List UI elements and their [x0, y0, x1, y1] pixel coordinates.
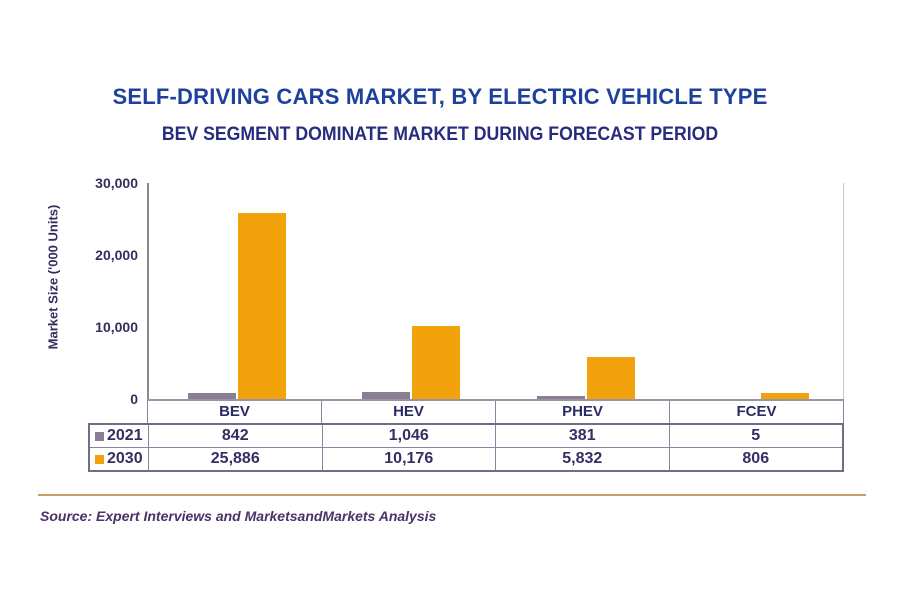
- value-cell: 381: [496, 425, 670, 447]
- legend-cell-2030: 2030: [90, 448, 149, 470]
- legend-cell-2021: 2021: [90, 425, 149, 447]
- value-cell: 1,046: [323, 425, 496, 447]
- bar-group-hev: [362, 183, 460, 399]
- value-cell: 5,832: [496, 448, 670, 470]
- category-axis-row: BEV HEV PHEV FCEV: [147, 399, 844, 423]
- category-header-hev: HEV: [322, 401, 496, 423]
- legend-year-2030: 2030: [107, 450, 143, 467]
- bar-2030-bev: [238, 212, 286, 399]
- legend-swatch-2021: [95, 431, 104, 441]
- value-cell: 5: [751, 427, 761, 444]
- y-axis-tick: 20,000: [95, 247, 138, 263]
- bar-2030-phev: [587, 357, 635, 399]
- value-cell: 806: [742, 450, 770, 467]
- page-subtitle: BEV SEGMENT DOMINATE MARKET DURING FOREC…: [161, 124, 719, 145]
- bar-2030-hev: [412, 325, 460, 399]
- plot-area: [147, 183, 844, 399]
- source-note: Source: Expert Interviews and Marketsand…: [40, 508, 437, 524]
- legend-swatch-2030: [95, 454, 104, 464]
- value-cell: 10,176: [323, 448, 496, 470]
- category-header-phev: PHEV: [496, 401, 670, 423]
- y-axis-tick: 30,000: [95, 175, 138, 191]
- category-header-fcev: FCEV: [670, 401, 844, 423]
- value-cell: 25,886: [149, 448, 323, 470]
- table-row-2021: 2021 842 1,046 381 5: [90, 425, 842, 448]
- y-axis-tick: 10,000: [95, 319, 138, 335]
- page-title: SELF-DRIVING CARS MARKET, BY ELECTRIC VE…: [112, 84, 768, 109]
- bar-group-fcev: [711, 183, 809, 399]
- bar-2021-phev: [537, 396, 585, 399]
- value-cell: 842: [149, 425, 323, 447]
- bar-2030-fcev: [761, 393, 809, 399]
- y-axis-tick: 0: [130, 391, 138, 407]
- bar-2021-hev: [362, 391, 410, 399]
- bar-group-bev: [188, 183, 286, 399]
- category-header-bev: BEV: [147, 401, 322, 423]
- bar-2021-bev: [188, 392, 236, 399]
- legend-year-2021: 2021: [107, 427, 143, 444]
- table-row-2030: 2030 25,886 10,176 5,832 806: [90, 448, 842, 470]
- data-table: 2021 842 1,046 381 5 2030 25,886 10,176 …: [88, 423, 844, 472]
- bar-group-phev: [537, 183, 635, 399]
- source-divider: [38, 494, 866, 496]
